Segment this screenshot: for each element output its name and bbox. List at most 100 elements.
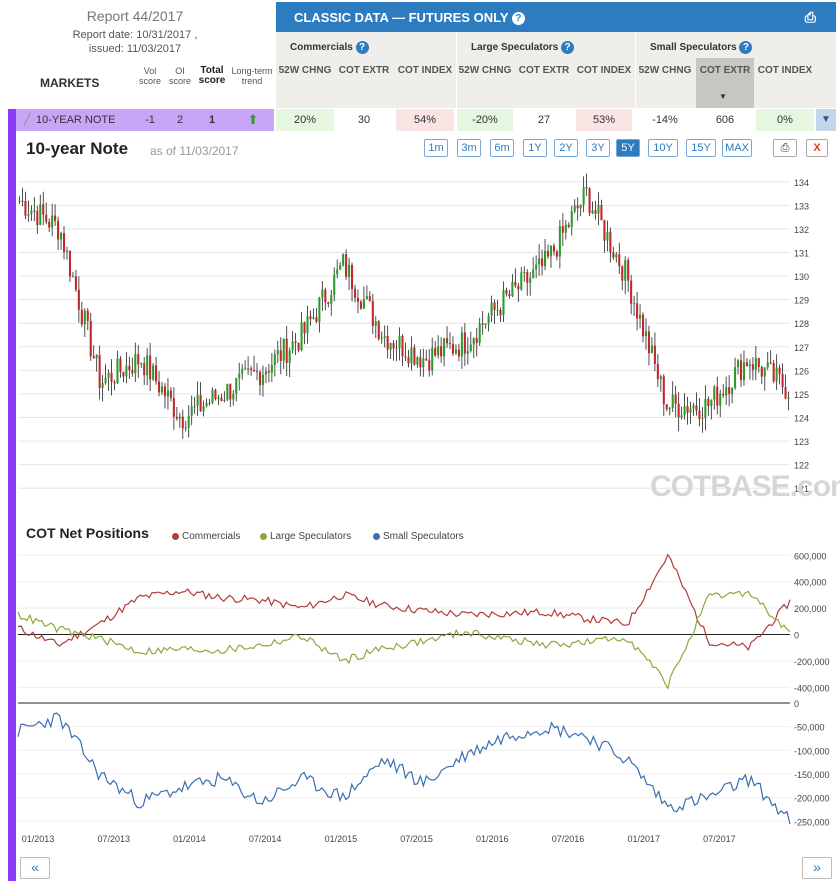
net-tick-label: 400,000: [794, 578, 827, 588]
legend-small-specs[interactable]: Small Speculators: [373, 531, 464, 542]
candle-body: [255, 371, 259, 373]
comm-cot-index: 54%: [396, 109, 454, 131]
total-score-header: Total score: [198, 65, 226, 86]
sub-cot-extr[interactable]: COT EXTR: [699, 65, 751, 76]
candle-body: [775, 367, 778, 382]
price-tick-label: 128: [794, 319, 809, 329]
market-name: 10-YEAR NOTE: [36, 114, 116, 126]
sub-cot-index[interactable]: COT INDEX: [397, 65, 453, 76]
candle-body: [763, 367, 766, 377]
candle-body: [481, 323, 484, 325]
candle-body: [54, 215, 57, 222]
sub-52w-chng[interactable]: 52W CHNG: [458, 65, 512, 76]
candle-body: [600, 204, 603, 221]
candle-body: [440, 346, 443, 357]
candle-body: [214, 389, 217, 400]
candle-body: [493, 302, 496, 310]
candle-body: [241, 368, 244, 374]
candle-body: [543, 250, 547, 267]
candle-body: [62, 233, 66, 252]
print-icon[interactable]: ⎙: [804, 9, 816, 25]
sub-52w-chng[interactable]: 52W CHNG: [638, 65, 692, 76]
range-button-1m[interactable]: 1m: [424, 139, 448, 157]
trend-up-icon: ⬆: [247, 112, 259, 127]
print-chart-button[interactable]: ⎙: [773, 139, 797, 157]
candle-body: [300, 322, 303, 351]
candle-body: [772, 363, 775, 382]
help-icon[interactable]: ?: [739, 41, 753, 54]
candle-body: [163, 386, 167, 397]
candle-body: [160, 386, 164, 393]
printer-icon: ⎙: [780, 142, 790, 154]
range-button-5y[interactable]: 5Y: [616, 139, 640, 157]
help-icon[interactable]: ?: [511, 12, 525, 26]
candle-body: [169, 390, 172, 398]
candle-body: [523, 272, 526, 274]
candle-body: [226, 383, 229, 400]
candle-body: [33, 210, 36, 212]
x-tick-label: 01/2015: [325, 834, 358, 844]
candle-body: [514, 281, 517, 286]
help-icon[interactable]: ?: [561, 41, 575, 54]
candle-body: [229, 383, 232, 400]
candle-body: [45, 214, 48, 222]
candle-body: [484, 323, 487, 325]
range-button-1y[interactable]: 1Y: [523, 139, 547, 157]
candle-body: [633, 303, 636, 305]
price-tick-label: 134: [794, 178, 809, 188]
candle-body: [505, 290, 508, 294]
sub-cot-extr[interactable]: COT EXTR: [338, 65, 390, 76]
range-button-max[interactable]: MAX: [722, 139, 752, 157]
candle-body: [116, 358, 119, 384]
legend-commercials[interactable]: Commercials: [172, 531, 240, 542]
price-tick-label: 130: [794, 272, 809, 282]
price-tick-label: 124: [794, 414, 809, 424]
sub-cot-index[interactable]: COT INDEX: [576, 65, 632, 76]
candle-body: [244, 368, 247, 370]
candle-body: [532, 269, 535, 278]
candle-body: [748, 364, 751, 367]
candle-body: [653, 345, 656, 364]
market-row[interactable]: ╱ 10-YEAR NOTE -1 2 1 ⬆ 20% 30 54% -20% …: [16, 109, 836, 131]
range-button-15y[interactable]: 15Y: [686, 139, 716, 157]
candle-body: [576, 205, 579, 209]
candle-body: [48, 221, 51, 228]
expand-chevron-icon[interactable]: ▼: [816, 109, 836, 131]
range-button-3y[interactable]: 3Y: [586, 139, 610, 157]
candle-body: [698, 410, 701, 420]
range-button-6m[interactable]: 6m: [490, 139, 514, 157]
candle-body: [603, 220, 606, 241]
candle-body: [448, 343, 452, 345]
candle-body: [327, 302, 330, 304]
candle-body: [478, 323, 481, 343]
candle-body: [264, 371, 267, 375]
candle-body: [582, 187, 585, 205]
close-icon: X: [813, 142, 821, 154]
candle-body: [437, 346, 440, 356]
comm-cot-extr: 30: [357, 114, 371, 126]
close-chart-button[interactable]: X: [806, 139, 828, 157]
candle-body: [624, 260, 627, 281]
candle-body: [190, 406, 193, 416]
candle-body: [285, 338, 288, 364]
candle-body: [579, 204, 582, 209]
sub-52w-chng[interactable]: 52W CHNG: [278, 65, 332, 76]
candle-body: [267, 371, 270, 373]
candle-body: [386, 335, 389, 350]
legend-large-specs[interactable]: Large Speculators: [260, 531, 351, 542]
range-button-2y[interactable]: 2Y: [554, 139, 578, 157]
range-button-3m[interactable]: 3m: [457, 139, 481, 157]
prev-button[interactable]: «: [20, 857, 50, 879]
sub-cot-extr[interactable]: COT EXTR: [518, 65, 570, 76]
candle-body: [588, 188, 591, 214]
large-cot-extr: 27: [537, 114, 551, 126]
sub-cot-index[interactable]: COT INDEX: [757, 65, 813, 76]
price-tick-label: 125: [794, 390, 809, 400]
range-button-10y[interactable]: 10Y: [648, 139, 678, 157]
chart-line-icon: ╱: [23, 114, 31, 126]
candle-body: [282, 338, 285, 361]
next-button[interactable]: »: [802, 857, 832, 879]
candle-body: [276, 350, 279, 355]
help-icon[interactable]: ?: [355, 41, 369, 54]
candle-body: [644, 331, 648, 337]
